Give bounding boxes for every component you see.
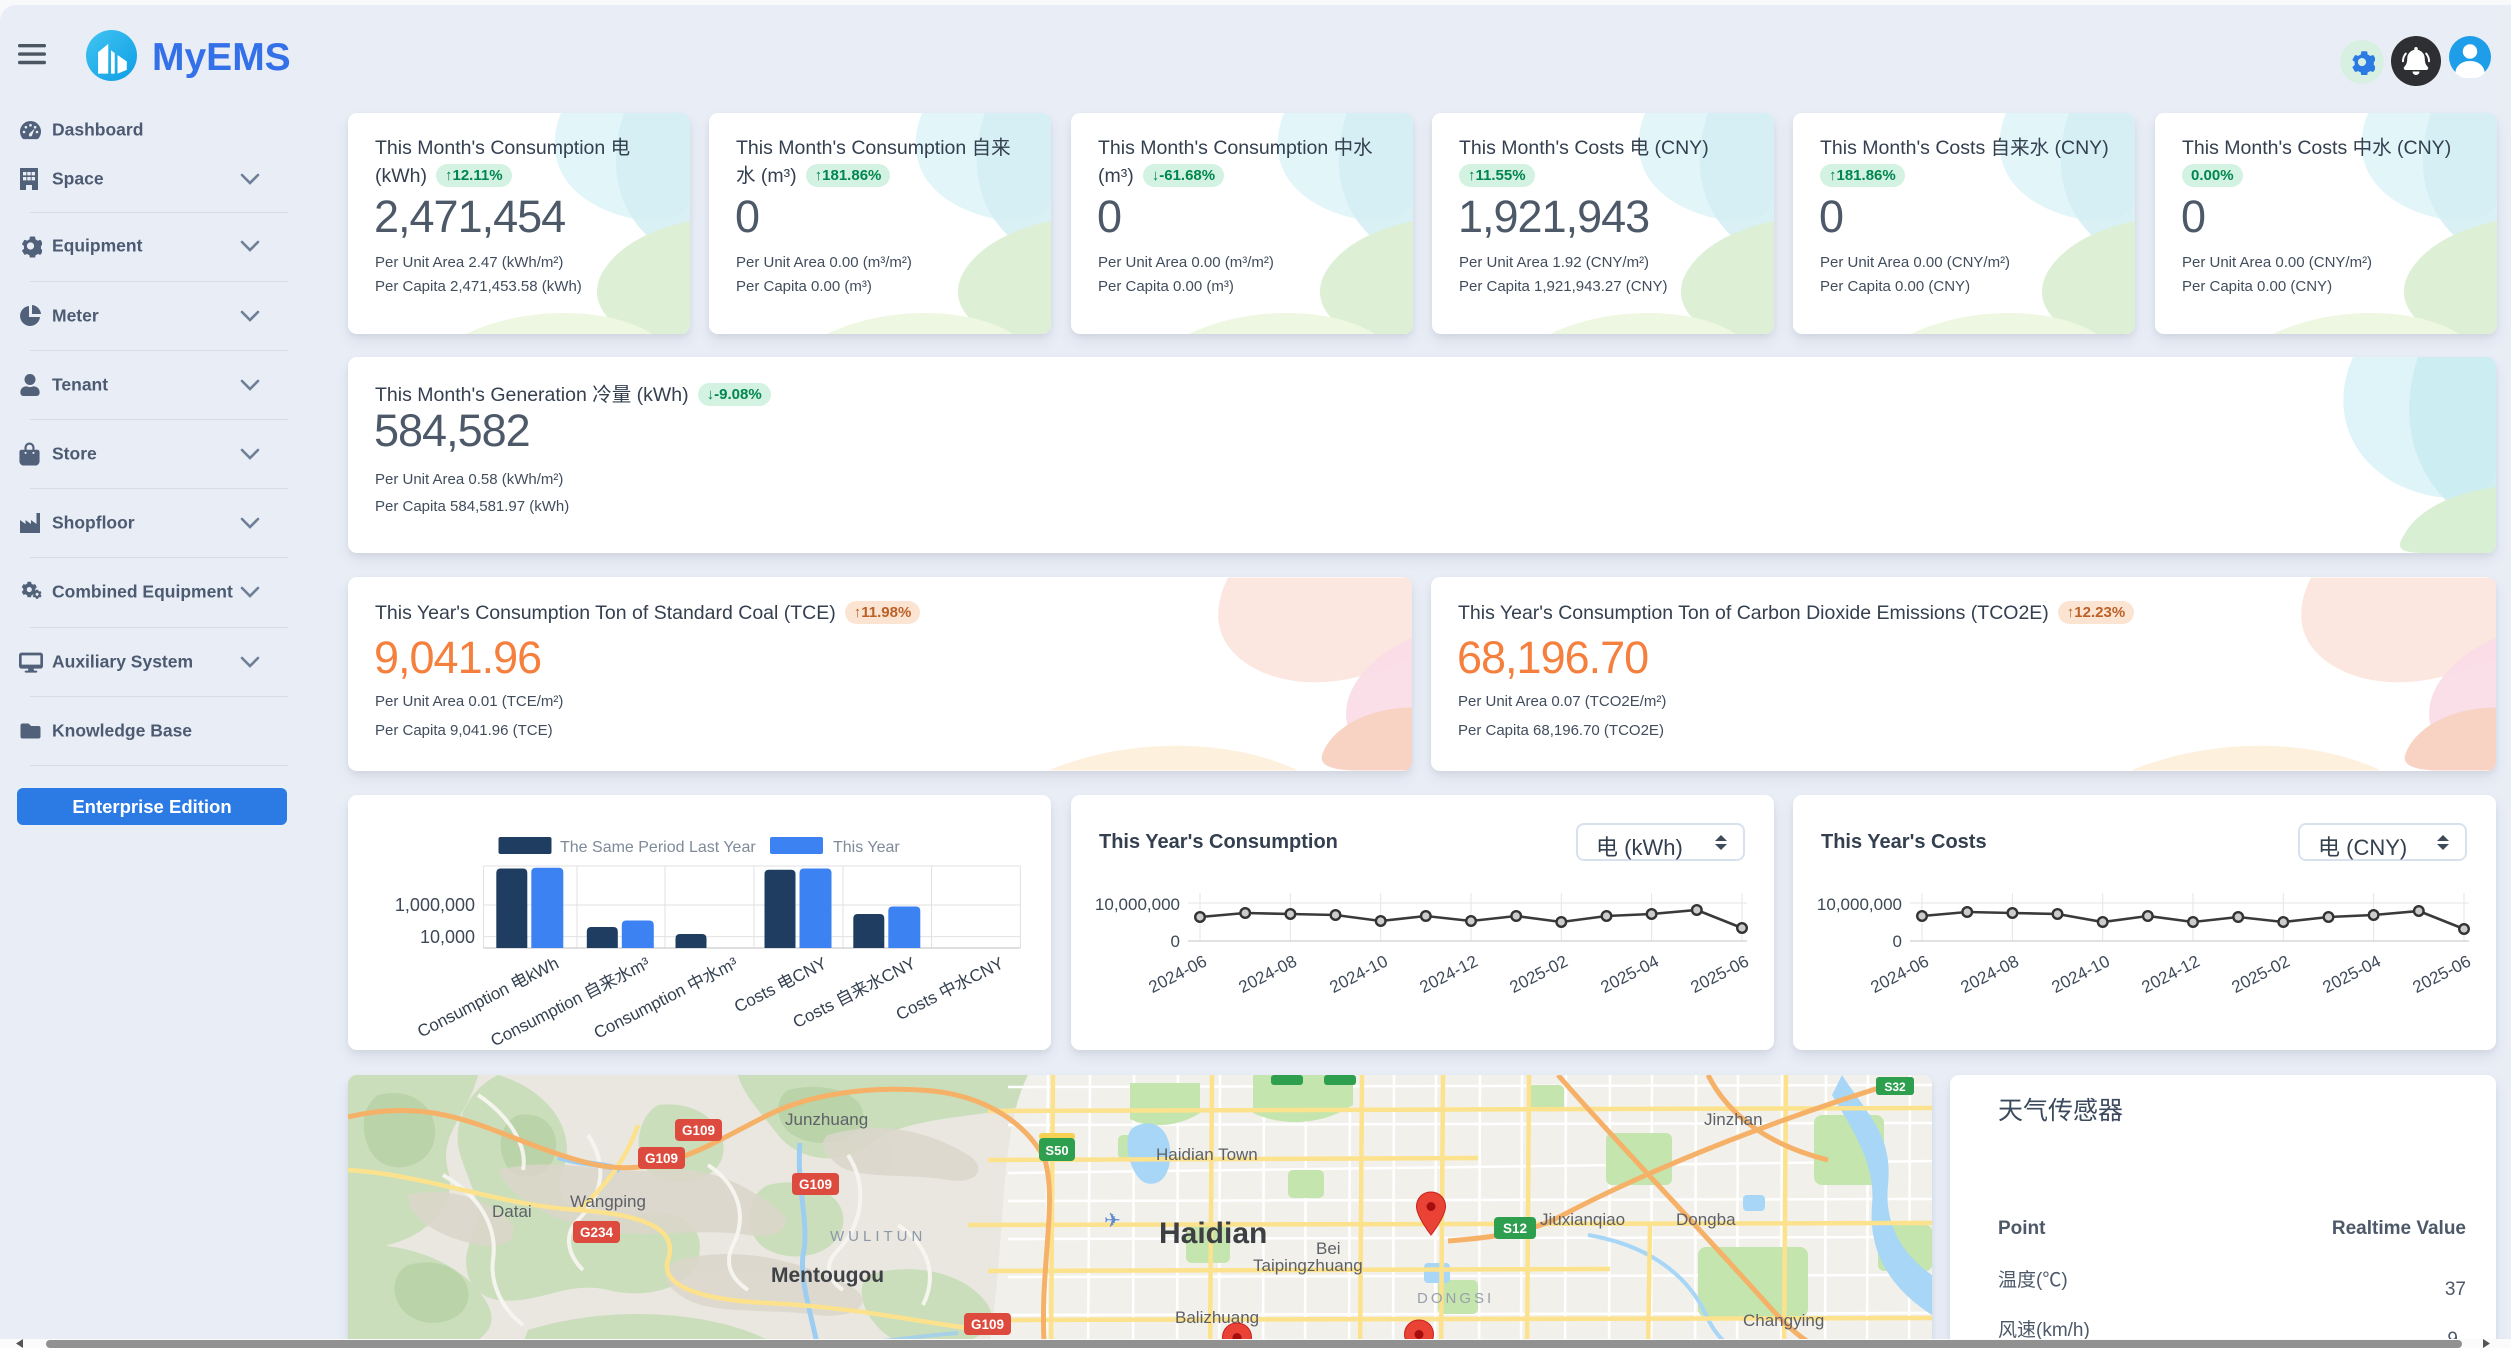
svg-text:S12: S12 [1503, 1221, 1527, 1236]
svg-text:Mentougou: Mentougou [771, 1264, 884, 1287]
svg-text:10,000,000: 10,000,000 [1817, 895, 1902, 914]
svg-text:Wangping: Wangping [570, 1192, 646, 1211]
svg-text:Datai: Datai [492, 1202, 532, 1221]
svg-text:Jinzhan: Jinzhan [1704, 1110, 1763, 1129]
svg-text:Taipingzhuang: Taipingzhuang [1253, 1256, 1363, 1275]
svg-text:0: 0 [1893, 932, 1902, 951]
svg-text:WULITUN: WULITUN [830, 1228, 926, 1245]
svg-text:G109: G109 [682, 1123, 715, 1138]
svg-text:S50: S50 [1045, 1143, 1068, 1158]
svg-text:10,000,000: 10,000,000 [1095, 895, 1180, 914]
svg-text:2025-04: 2025-04 [2320, 952, 2384, 997]
svg-text:Bei: Bei [1316, 1239, 1341, 1258]
svg-text:G109: G109 [645, 1151, 678, 1166]
svg-text:2024-06: 2024-06 [1868, 952, 1932, 997]
svg-text:Consumption 自来水m³: Consumption 自来水m³ [488, 953, 653, 1050]
svg-text:2024-12: 2024-12 [1417, 952, 1481, 997]
svg-text:Changying: Changying [1743, 1311, 1824, 1330]
svg-text:Jiuxianqiao: Jiuxianqiao [1540, 1210, 1625, 1229]
svg-text:2024-10: 2024-10 [1327, 952, 1391, 997]
svg-text:Consumption 中水m³: Consumption 中水m³ [591, 953, 741, 1042]
svg-text:2024-06: 2024-06 [1146, 952, 1210, 997]
svg-text:10,000: 10,000 [420, 927, 475, 947]
svg-text:0: 0 [1171, 932, 1180, 951]
svg-text:2025-02: 2025-02 [2229, 952, 2293, 997]
svg-text:✈: ✈ [1104, 1210, 1121, 1232]
svg-text:2025-02: 2025-02 [1507, 952, 1571, 997]
svg-text:2025-06: 2025-06 [2410, 952, 2474, 997]
svg-text:2024-08: 2024-08 [1958, 952, 2022, 997]
svg-text:G109: G109 [971, 1317, 1004, 1332]
svg-text:G234: G234 [580, 1225, 614, 1240]
svg-text:2024-10: 2024-10 [2049, 952, 2113, 997]
svg-text:The Same Period Last Year: The Same Period Last Year [560, 839, 756, 856]
svg-text:This Year: This Year [833, 839, 900, 856]
svg-text:2025-06: 2025-06 [1688, 952, 1752, 997]
svg-text:DONGSI: DONGSI [1417, 1290, 1494, 1307]
svg-text:Haidian: Haidian [1159, 1217, 1267, 1250]
svg-text:2024-12: 2024-12 [2139, 952, 2203, 997]
svg-text:1,000,000: 1,000,000 [395, 895, 475, 915]
svg-text:Balizhuang: Balizhuang [1175, 1308, 1259, 1327]
svg-text:Junzhuang: Junzhuang [785, 1110, 868, 1129]
svg-text:Haidian Town: Haidian Town [1156, 1145, 1258, 1164]
svg-text:S32: S32 [1884, 1080, 1906, 1094]
svg-text:2025-04: 2025-04 [1598, 952, 1662, 997]
svg-text:Dongba: Dongba [1676, 1210, 1736, 1229]
svg-text:2024-08: 2024-08 [1236, 952, 1300, 997]
svg-text:G109: G109 [799, 1177, 832, 1192]
